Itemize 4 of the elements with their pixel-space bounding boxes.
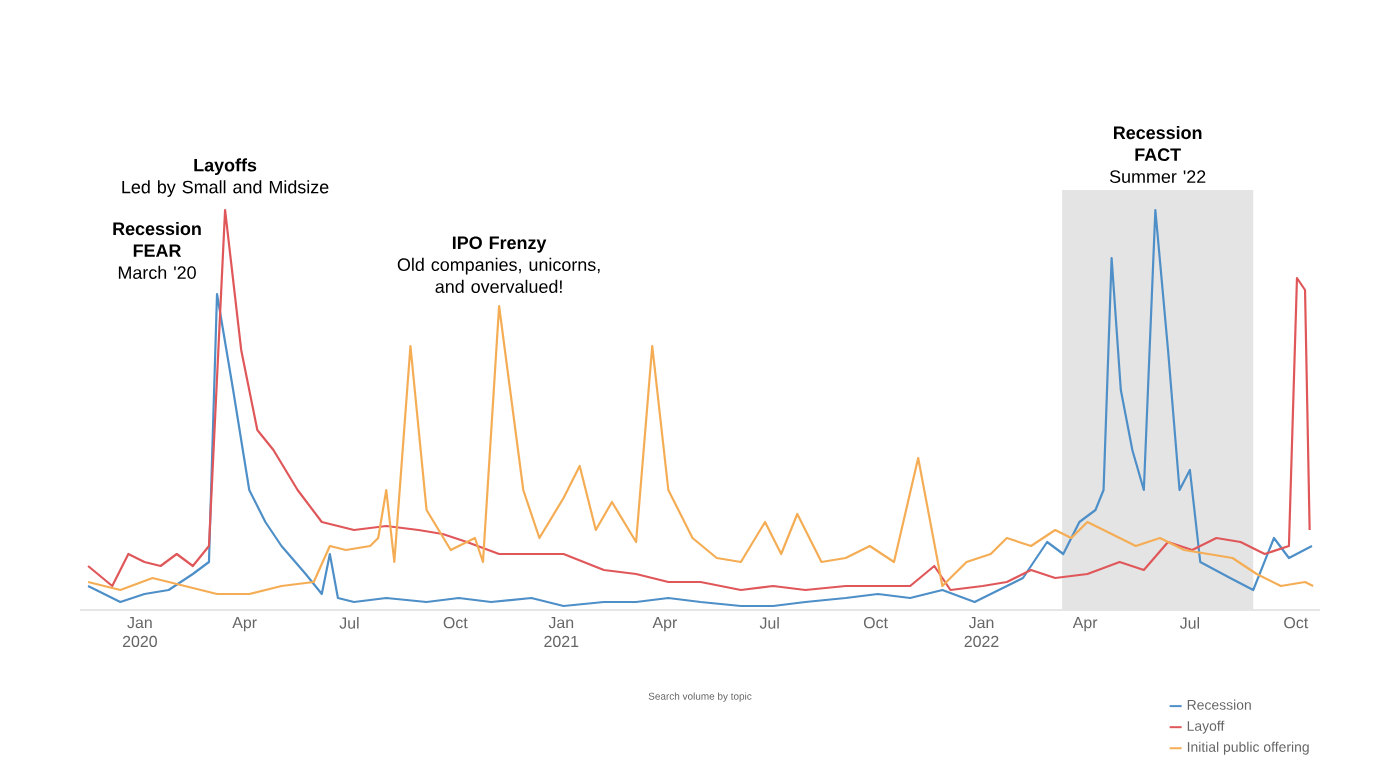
annotation: IPO Frenzy Old companies, unicorns, and overvalued! xyxy=(397,236,600,293)
band-label: Recession FACT Summer '22 xyxy=(1109,125,1206,183)
annotation: Recession FEAR March '20 xyxy=(113,221,201,279)
annotation: Layoffs Led by Small and Midsize xyxy=(122,157,329,197)
